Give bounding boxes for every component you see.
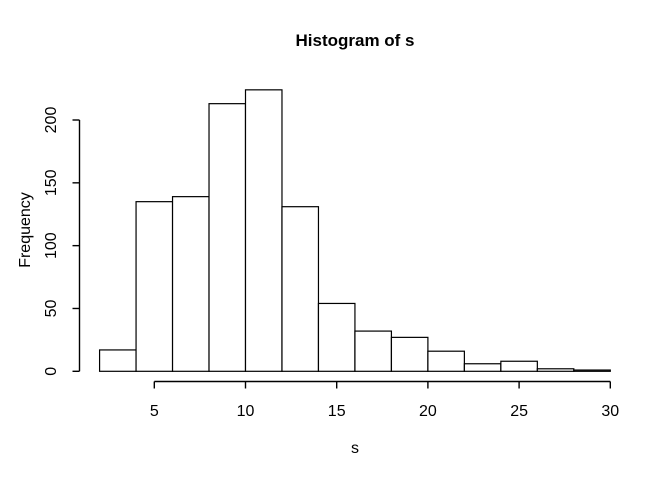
histogram-bar <box>98 349 137 372</box>
histogram-bar <box>427 350 465 372</box>
chart-title: Histogram of s <box>295 31 414 50</box>
histogram-bar <box>536 368 575 372</box>
x-tick-label: 25 <box>510 403 528 420</box>
x-tick-label: 5 <box>150 403 159 420</box>
histogram-bar <box>573 369 611 372</box>
y-tick-label: 150 <box>43 169 60 196</box>
y-tick-label: 200 <box>43 107 60 134</box>
bars-group <box>98 89 611 372</box>
y-tick-label: 0 <box>43 367 60 376</box>
histogram-bar <box>354 330 393 372</box>
x-tick-label: 10 <box>237 403 255 420</box>
histogram-bar <box>171 196 210 372</box>
x-tick-label: 30 <box>601 403 619 420</box>
histogram-bar <box>135 201 174 372</box>
histogram-bar <box>463 363 502 372</box>
x-axis-label: s <box>351 440 359 457</box>
y-axis-label: Frequency <box>17 192 34 268</box>
y-tick-label: 100 <box>43 232 60 259</box>
y-tick-label: 50 <box>43 299 60 317</box>
histogram-bar <box>390 336 429 372</box>
axes-group: 5 10 15 20 25 30 0 50 100 150 200 <box>43 107 619 420</box>
x-tick-label: 20 <box>419 403 437 420</box>
histogram-bar <box>244 89 283 372</box>
histogram-bar <box>317 302 356 372</box>
histogram-bar <box>208 103 247 372</box>
histogram-bar <box>281 206 320 372</box>
x-tick-label: 15 <box>328 403 346 420</box>
histogram-bar <box>500 360 538 372</box>
